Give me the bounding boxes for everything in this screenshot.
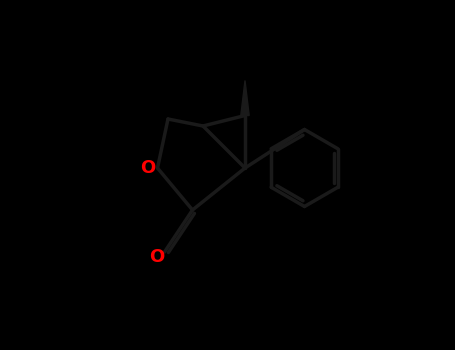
- Polygon shape: [241, 80, 249, 116]
- Text: O: O: [140, 159, 155, 177]
- Text: O: O: [149, 248, 164, 266]
